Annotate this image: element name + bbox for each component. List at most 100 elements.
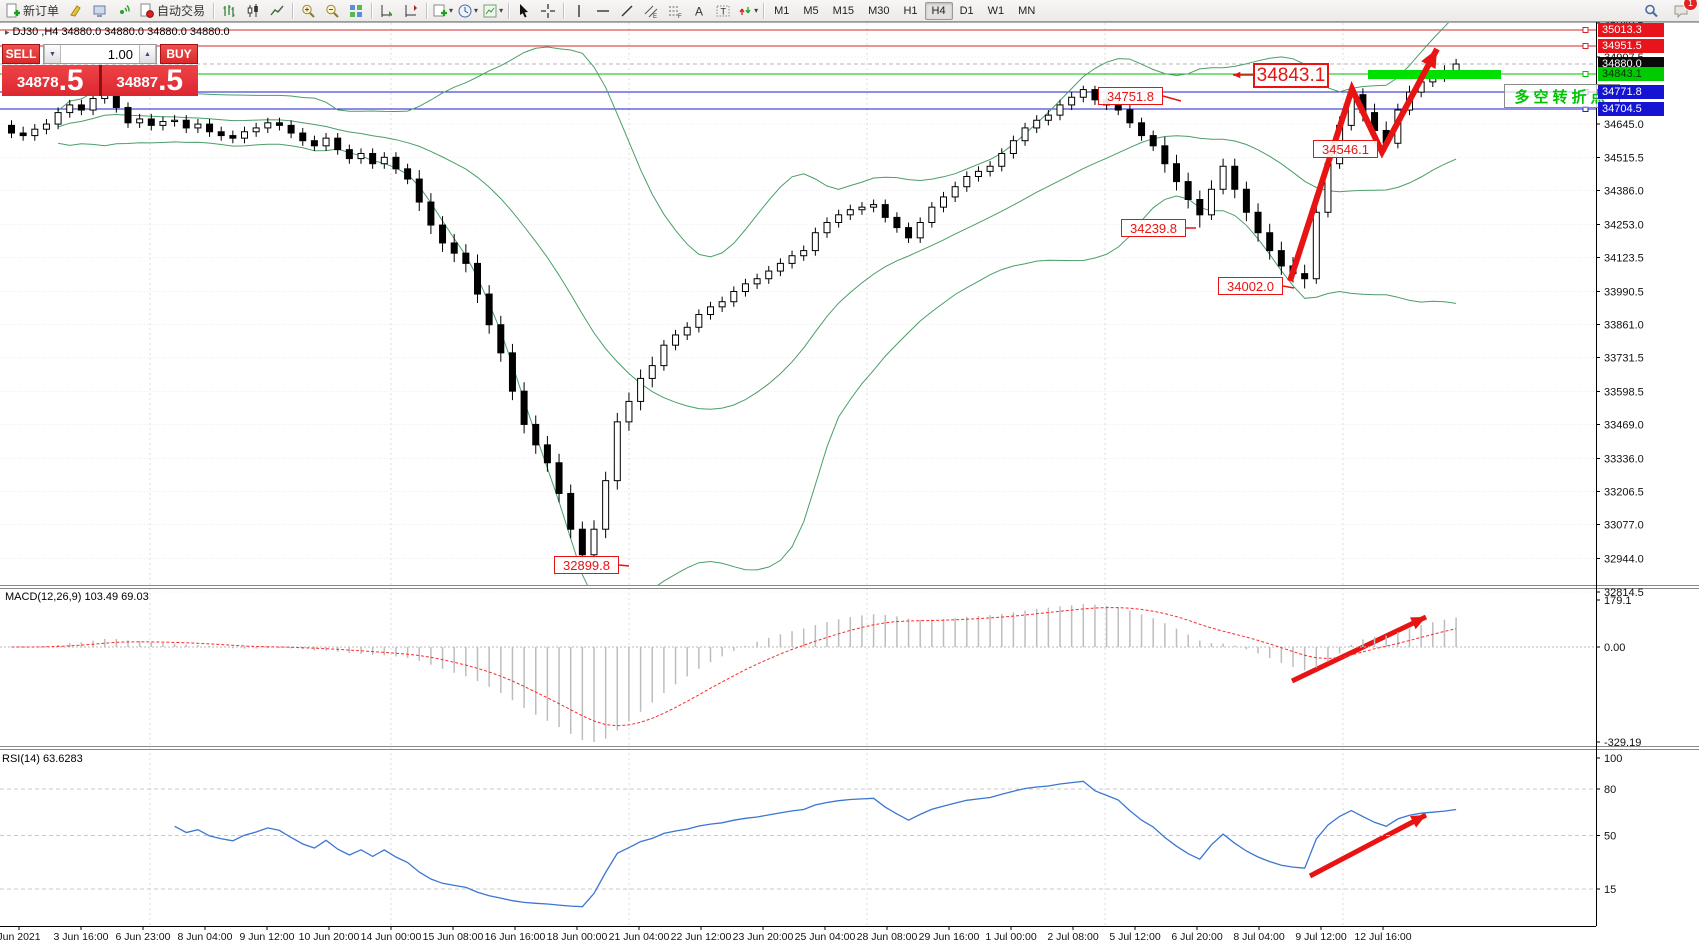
time-axis-label: 23 Jun 20:00 [733,931,794,943]
template-icon [483,4,497,17]
timeframe-D1[interactable]: D1 [959,4,974,17]
fibonacci-tool[interactable]: F [663,0,687,22]
price-annotation[interactable]: 34002.0 [1218,277,1283,295]
bollinger-bands [57,23,1457,585]
sell-price-box[interactable]: 34878.5 [2,65,99,96]
timeframe-M5[interactable]: M5 [803,4,819,17]
price-annotation[interactable]: 34843.1 [1253,63,1329,88]
arrange-right-button[interactable] [399,0,423,22]
svg-text:33206.5: 33206.5 [1604,487,1644,499]
grid-layer [0,22,1596,926]
zoom-out-button[interactable] [320,0,344,22]
timeframe-H1[interactable]: H1 [903,4,918,17]
arrow-shapes-icon [739,6,751,15]
time-axis-label: 22 Jun 12:00 [671,931,732,943]
svg-text:A: A [695,4,703,18]
horizontal-line-tool[interactable] [591,0,615,22]
time-axis-label: 9 Jul 12:00 [1295,931,1347,943]
arrange-left-button[interactable] [375,0,399,22]
signals-button[interactable] [112,0,136,22]
zoom-in-button[interactable] [296,0,320,22]
price-annotation[interactable]: 32899.8 [554,556,619,574]
profiles-button[interactable] [64,0,88,22]
auto-trading-button[interactable]: 自动交易 [136,0,210,22]
price-axis-tag: 34704.5 [1598,102,1664,116]
svg-text:34386.0: 34386.0 [1604,186,1644,198]
new-chart-button[interactable]: ▾ [430,0,455,22]
volume-decrease-button[interactable]: ▼ [44,45,61,63]
tile-windows-button[interactable] [344,0,368,22]
svg-text:34515.5: 34515.5 [1604,153,1644,165]
time-axis-label: 1 Jul 00:00 [985,931,1037,943]
price-axis-tag: 34951.5 [1598,39,1664,53]
svg-text:34253.0: 34253.0 [1604,220,1644,232]
buy-price: 34887 [116,74,159,91]
timeframe-MN[interactable]: MN [1018,4,1036,17]
green-resistance-bar[interactable] [1368,70,1501,79]
price-annotation[interactable]: 34751.8 [1098,87,1163,105]
arrows-tool[interactable]: ▾ [735,0,760,22]
candlestick-chart-button[interactable] [241,0,265,22]
candles-layer [8,58,1460,571]
template-button[interactable]: ▾ [480,0,505,22]
toolbar-separator [371,2,373,19]
vertical-line-tool[interactable] [567,0,591,22]
timeframe-H4[interactable]: H4 [924,1,953,20]
symbol-marker-icon: ▸ [5,27,10,37]
timeframe-W1[interactable]: W1 [987,4,1005,17]
timeframe-bar: M1 M5 M15 M30 H1 H4 D1 W1 MN [767,1,1042,20]
price-axis-tag: 35013.3 [1598,23,1664,37]
sell-price-fraction: .5 [58,64,84,97]
timeframe-M30[interactable]: M30 [868,4,890,17]
price-annotation[interactable]: 34546.1 [1313,140,1378,158]
buy-price-box[interactable]: 34887.5 [101,65,198,96]
level-lines-layer[interactable] [0,27,1596,112]
sell-button[interactable]: SELL [2,44,40,64]
svg-text:179.1: 179.1 [1604,595,1632,607]
period-button[interactable]: ▾ [455,0,480,22]
buy-button[interactable]: BUY [160,44,198,64]
vertical-line-icon [578,4,580,17]
timeframe-M15[interactable]: M15 [832,4,855,17]
time-axis-label: 28 Jun 08:00 [857,931,918,943]
notifications-button[interactable]: 1 [1669,0,1698,22]
trend-arrows-layer[interactable] [618,47,1440,879]
line-chart-button[interactable] [265,0,289,22]
bar-chart-button[interactable] [217,0,241,22]
volume-increase-button[interactable]: ▲ [139,45,156,63]
channel-tool[interactable]: E [639,0,663,22]
symbol-info-line: ▸ DJ30 ,H4 34880.0 34880.0 34880.0 34880.… [5,26,230,38]
time-axis-label: 8 Jun 04:00 [178,931,233,943]
broom-icon [70,4,81,17]
toolbar-separator [508,2,510,19]
text-label-tool[interactable]: T [711,0,735,22]
svg-text:50: 50 [1604,831,1616,843]
cursor-icon [520,3,529,17]
svg-text:32814.5: 32814.5 [1604,587,1644,599]
toolbar-separator [213,2,215,19]
price-annotation[interactable]: 34239.8 [1121,219,1186,237]
auto-trading-label: 自动交易 [157,4,206,18]
time-axis-label: 6 Jun 23:00 [116,931,171,943]
time-axis-label: 5 Jul 12:00 [1109,931,1161,943]
time-axis-label: 12 Jul 16:00 [1354,931,1411,943]
text-tool[interactable]: A [687,0,711,22]
timeframe-M1[interactable]: M1 [774,4,790,17]
monitor-icon [93,5,106,17]
svg-text:80: 80 [1604,784,1616,796]
svg-text:33731.5: 33731.5 [1604,353,1644,365]
new-order-button[interactable]: 新订单 [2,0,64,22]
search-button[interactable] [1639,0,1663,22]
time-axis-label: 25 Jun 04:00 [795,931,856,943]
zoom-out-icon [326,4,339,18]
cursor-button[interactable] [512,0,536,22]
time-axis-label: 15 Jun 08:00 [423,931,484,943]
crosshair-button[interactable] [536,0,560,22]
volume-value[interactable]: 1.00 [107,46,133,62]
new-order-label: 新订单 [23,4,60,18]
market-watch-button[interactable] [88,0,112,22]
macd-label: MACD(12,26,9) 103.49 69.03 [5,591,149,603]
trendline-tool[interactable] [615,0,639,22]
new-order-icon [6,3,20,17]
